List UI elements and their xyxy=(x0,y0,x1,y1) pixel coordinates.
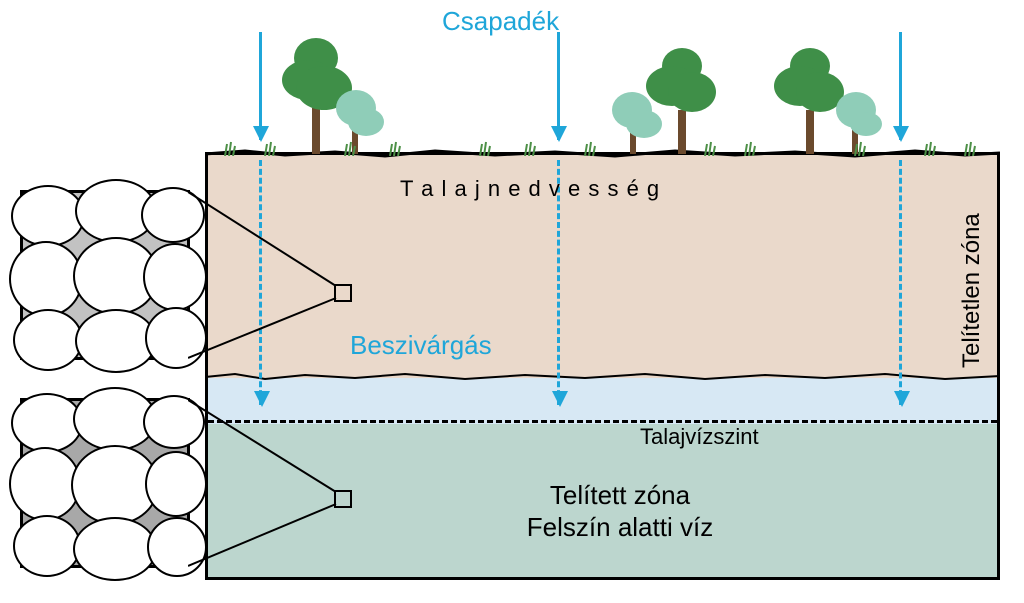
inset-unsaturated xyxy=(20,190,190,360)
inset-sat-connector xyxy=(188,398,348,568)
inset-unsat-connector xyxy=(188,190,348,360)
precip-arrow-1 xyxy=(259,32,262,140)
infiltration-arrow-3 xyxy=(899,160,902,405)
water-table-label: Talajvízszint xyxy=(640,424,759,450)
inset-saturated xyxy=(20,398,190,568)
precip-arrow-2 xyxy=(557,32,560,140)
saturated-zone-label-2: Felszín alatti víz xyxy=(450,512,790,543)
unsaturated-zone-vertical-label: Telítetlen zóna xyxy=(958,178,986,368)
soil-moisture-label: T a l a j n e d v e s s é g xyxy=(400,176,660,202)
grass-strip xyxy=(205,134,1000,156)
saturated-zone-label-1: Telített zóna xyxy=(470,480,770,511)
precip-arrow-3 xyxy=(899,32,902,140)
precipitation-label: Csapadék xyxy=(442,6,559,37)
unsat-lower-boundary xyxy=(205,370,1000,384)
infiltration-label: Beszivárgás xyxy=(350,330,492,361)
